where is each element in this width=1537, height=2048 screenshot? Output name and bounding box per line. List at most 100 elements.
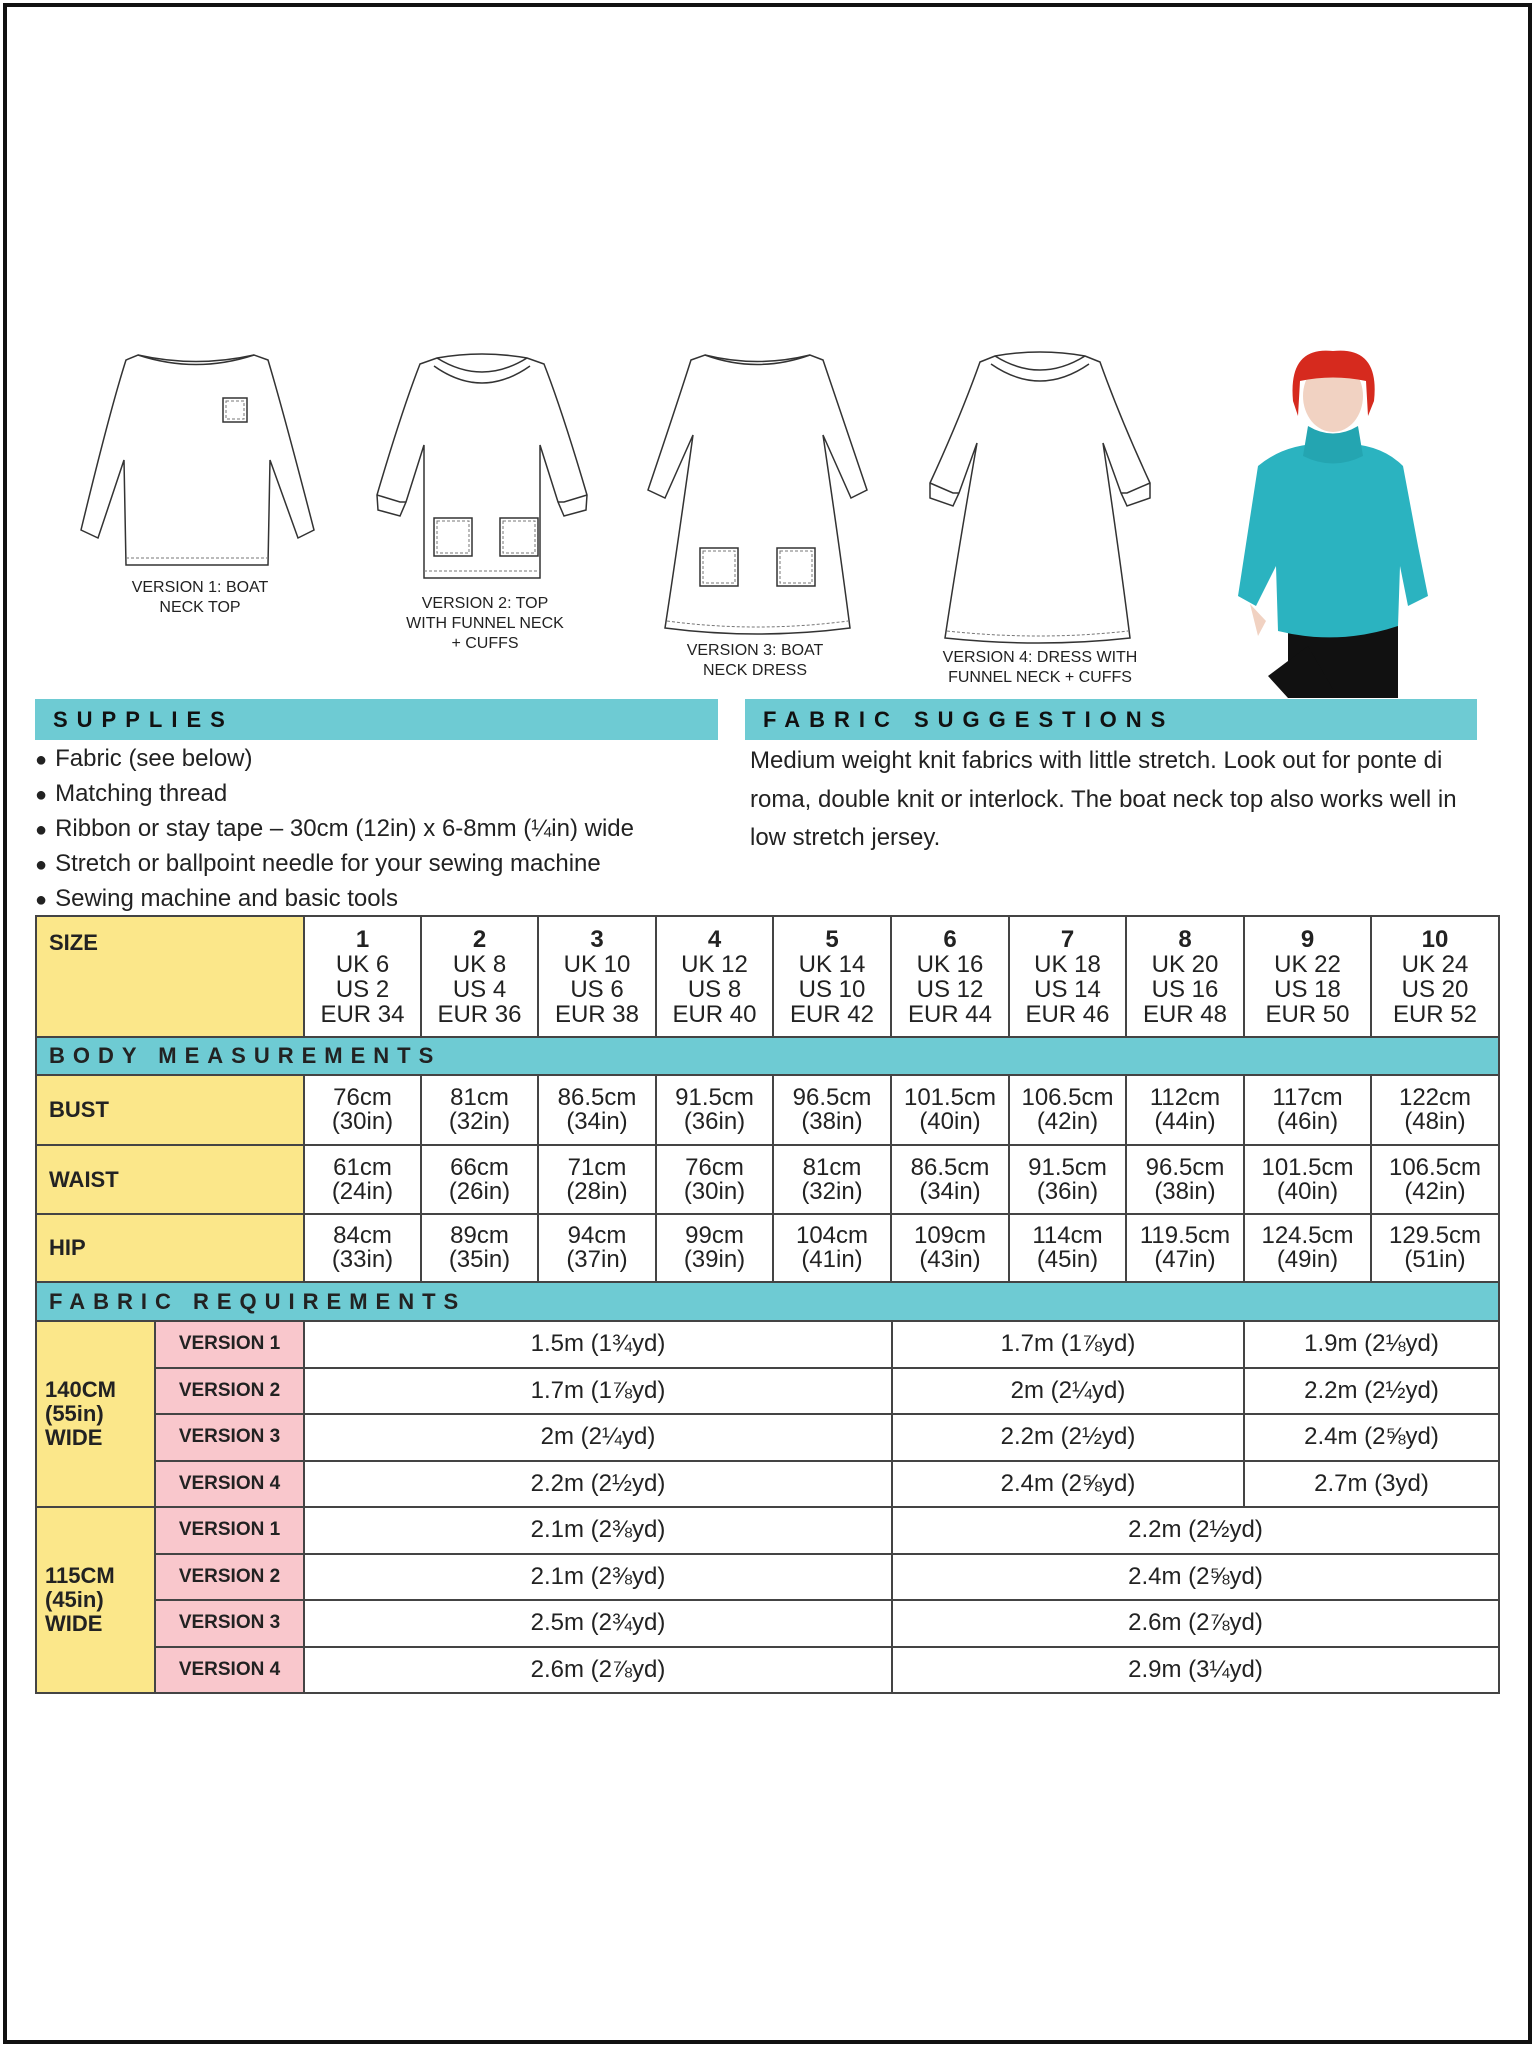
measurement-cm: 91.5cm [1028, 1153, 1107, 1181]
size-column-header: 5 UK 14 US 10 EUR 42 [772, 915, 892, 1038]
fabric-amount: 2.4m (2⅝yd) [891, 1459, 1245, 1508]
size-uk: UK 10 [563, 950, 631, 978]
measurement-in: (45in) [1036, 1246, 1099, 1273]
fabric-amount: 2.5m (2¾yd) [303, 1599, 893, 1648]
measurement-cm: 81cm [450, 1084, 509, 1111]
measurement-in: (42in) [1036, 1108, 1099, 1135]
fabric-row: 140CM (55in) WIDE VERSION 1 1.5m (1¾yd) 1.7m … [35, 1320, 1500, 1508]
measurement-cell: 66cm (26in) [420, 1144, 539, 1215]
size-us: US 10 [798, 975, 866, 1003]
supply-item: Stretch or ballpoint needle for your sew… [35, 847, 634, 882]
fabric-amount: 2.9m (3¼yd) [891, 1645, 1500, 1694]
measurement-in: (30in) [331, 1108, 394, 1135]
measurement-in: (47in) [1154, 1246, 1216, 1273]
size-column-header: 6 UK 16 US 12 EUR 44 [890, 915, 1010, 1038]
size-us: US 8 [687, 975, 742, 1003]
version-2-caption: VERSION 2: TOP WITH FUNNEL NECK + CUFFS [406, 595, 564, 652]
fabric-row: VERSION 3 2m (2¼yd) 2.2m (2½yd) 2.4m (2⅝yd) [36, 1413, 1500, 1462]
size-n: 9 [1300, 925, 1315, 953]
size-uk: UK 6 [335, 950, 390, 978]
fabric-amount: 2.1m (2⅜yd) [303, 1506, 893, 1555]
measurement-in: (36in) [683, 1108, 746, 1135]
size-us: US 18 [1274, 975, 1341, 1003]
measurement-cell: 61cm (24in) [303, 1144, 422, 1215]
size-eur: EUR 40 [672, 1000, 757, 1028]
version-3-caption: VERSION 3: BOAT NECK DRESS [686, 642, 824, 679]
fabric-row: VERSION 2 2.1m (2⅜yd) 2.4m (2⅝yd) [36, 1552, 1500, 1601]
measurement-in: (38in) [1154, 1177, 1216, 1205]
fabric-suggestions-text: Medium weight knit fabrics with little s… [750, 747, 1457, 851]
fabric-row: 115CM (45in) WIDE VERSION 1 2.1m (2⅜yd) 2.2m … [35, 1506, 1500, 1694]
size-us: US 2 [335, 975, 390, 1003]
version-label: VERSION 4 [154, 1645, 305, 1694]
fabric-amount: 2.2m (2½yd) [891, 1413, 1245, 1462]
size-column-header: 7 UK 18 US 14 EUR 46 [1008, 915, 1127, 1038]
size-uk: UK 22 [1274, 950, 1341, 978]
measurement-cell: 101.5cm (40in) [1243, 1144, 1372, 1215]
measurement-cm: 101.5cm [1261, 1153, 1354, 1181]
fabric-row: VERSION 2 1.7m (1⅞yd) 2m (2¼yd) 2.2m (2½yd) [36, 1366, 1500, 1415]
measurement-in: (43in) [919, 1246, 981, 1273]
measurement-cm: 104cm [795, 1222, 869, 1249]
measurement-in: (32in) [448, 1108, 511, 1135]
measurement-cell: 89cm (35in) [420, 1213, 539, 1283]
fabric-requirements-table: 140CM (55in) WIDE VERSION 1 1.5m (1¾yd) 1.7m … [35, 1320, 1500, 1694]
measurement-label: HIP [35, 1213, 305, 1283]
measurement-in: (30in) [683, 1177, 746, 1205]
version-label: VERSION 3 [154, 1413, 305, 1462]
size-column-header: 9 UK 22 US 18 EUR 50 [1243, 915, 1372, 1038]
size-us: US 12 [916, 975, 984, 1003]
fabric-row: VERSION 4 2.2m (2½yd) 2.4m (2⅝yd) 2.7m (3yd… [36, 1459, 1500, 1508]
fabric-amount: 2m (2¼yd) [303, 1413, 893, 1462]
measurement-label: WAIST [35, 1144, 305, 1215]
fabric-amount: 1.9m (2⅛yd) [1243, 1320, 1500, 1369]
size-uk: UK 16 [916, 950, 984, 978]
measurement-cell: 117cm (46in) [1243, 1074, 1372, 1146]
fabric-amount: 2.2m (2½yd) [1243, 1366, 1500, 1415]
measurement-cm: 76cm [685, 1153, 744, 1181]
measurement-cm: 94cm [567, 1222, 627, 1249]
measurement-in: (42in) [1404, 1177, 1466, 1205]
measurement-in: (24in) [331, 1177, 394, 1205]
measurement-cell: 101.5cm (40in) [890, 1074, 1010, 1146]
supply-item: Ribbon or stay tape – 30cm (12in) x 6-8m… [35, 812, 634, 847]
measurement-in: (44in) [1154, 1108, 1216, 1135]
size-and-measurement-table: SIZE 1 UK 6 US 2 EUR 34 2 UK 8 US 4 EUR 36 3 UK 10… [35, 915, 1500, 1322]
version-label: VERSION 4 [154, 1459, 305, 1508]
measurement-cell: 81cm (32in) [420, 1074, 539, 1146]
size-eur: EUR 52 [1392, 1000, 1478, 1028]
measurement-in: (40in) [919, 1108, 981, 1135]
measurement-cm: 91.5cm [675, 1084, 754, 1111]
supply-item: Fabric (see below) [35, 742, 634, 777]
size-n: 8 [1178, 925, 1192, 953]
measurement-cm: 124.5cm [1261, 1222, 1354, 1249]
measurement-cm: 109cm [913, 1222, 987, 1249]
measurement-cm: 76cm [333, 1084, 392, 1111]
measurement-cell: 76cm (30in) [655, 1144, 774, 1215]
size-uk: UK 18 [1034, 950, 1101, 978]
measurement-row: WAIST 61cm (24in) 66cm (26in) 71cm (28in) 76cm(… [35, 1144, 1500, 1215]
size-eur: EUR 38 [554, 1000, 640, 1028]
measurement-in: (49in) [1276, 1246, 1339, 1273]
measurement-cm: 89cm [450, 1222, 509, 1249]
size-us: US 6 [570, 975, 624, 1003]
fabric-amount: 2.7m (3yd) [1243, 1459, 1500, 1508]
fabric-amount: 2.6m (2⅞yd) [891, 1599, 1500, 1648]
size-n: 10 [1421, 925, 1449, 953]
size-column-header: 1 UK 6 US 2 EUR 34 [303, 915, 422, 1038]
size-us: US 16 [1151, 975, 1219, 1003]
version-1-boat-neck-top-drawing [80, 354, 315, 566]
measurement-cell: 104cm (41in) [772, 1213, 892, 1283]
measurement-cm: 86.5cm [910, 1153, 990, 1181]
fabric-amount: 2.6m (2⅞yd) [303, 1645, 893, 1694]
measurement-in: (41in) [801, 1246, 863, 1273]
fabric-amount: 2.2m (2½yd) [303, 1459, 893, 1508]
size-uk: UK 14 [798, 950, 866, 978]
measurement-cell: 71cm (28in) [537, 1144, 657, 1215]
fabric-suggestions-heading: FABRIC SUGGESTIONS [745, 699, 1477, 740]
size-column-header: 3 UK 10 US 6 EUR 38 [537, 915, 657, 1038]
measurement-in: (37in) [566, 1246, 628, 1273]
measurement-cm: 101.5cm [903, 1084, 997, 1111]
fabric-amount: 1.7m (1⅞yd) [891, 1320, 1245, 1369]
size-eur: EUR 48 [1142, 1000, 1228, 1028]
